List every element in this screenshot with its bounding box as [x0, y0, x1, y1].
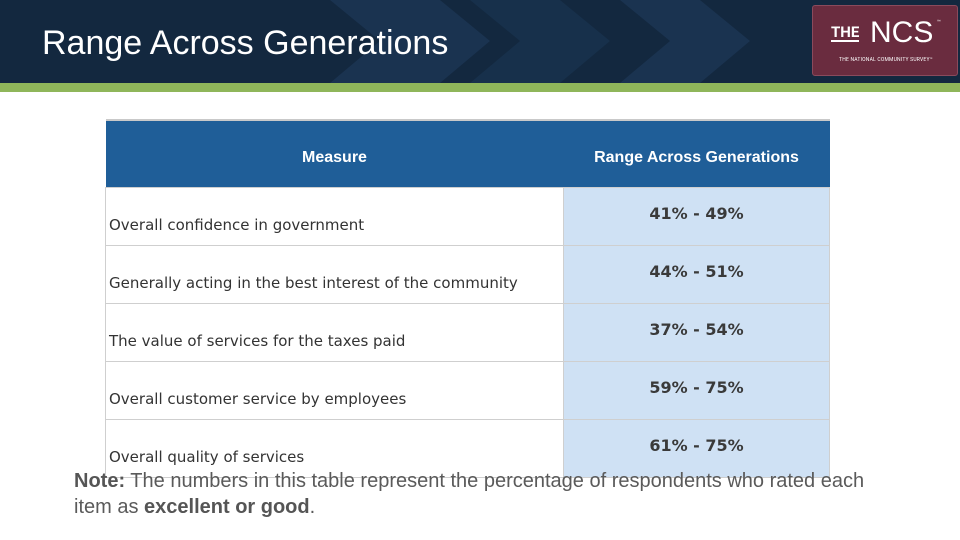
- measure-cell: The value of services for the taxes paid: [105, 303, 564, 362]
- table-row: The value of services for the taxes paid…: [105, 303, 830, 362]
- table-body: Overall confidence in government 41% - 49…: [105, 187, 830, 478]
- table-row: Overall confidence in government 41% - 49…: [105, 187, 830, 246]
- header-bar: Range Across Generations: [0, 0, 960, 83]
- measure-cell: Overall confidence in government: [105, 187, 564, 246]
- range-cell: 41% - 49%: [563, 187, 830, 246]
- note: Note: The numbers in this table represen…: [74, 468, 894, 520]
- note-label: Note:: [74, 470, 126, 492]
- accent-stripe: [0, 83, 960, 92]
- note-end: .: [309, 496, 316, 518]
- measure-cell: Generally acting in the best interest of…: [105, 245, 564, 304]
- chevron: [470, 0, 610, 83]
- range-cell: 59% - 75%: [563, 361, 830, 420]
- slide-title: Range Across Generations: [42, 24, 449, 62]
- column-header: Measure: [105, 119, 564, 188]
- measure-cell: Overall customer service by employees: [105, 361, 564, 420]
- note-text: The numbers in this table represent the …: [74, 470, 865, 518]
- chevron: [620, 0, 750, 83]
- data-table: Measure Range Across Generations Overall …: [105, 119, 830, 478]
- table-row: Generally acting in the best interest of…: [105, 245, 830, 304]
- logo: THE NCS ™ THE NATIONAL COMMUNITY SURVEY™: [812, 5, 958, 76]
- column-header: Range Across Generations: [563, 119, 830, 188]
- chevron: [330, 0, 490, 83]
- range-cell: 44% - 51%: [563, 245, 830, 304]
- range-cell: 61% - 75%: [563, 419, 830, 478]
- logo-tagline: THE NATIONAL COMMUNITY SURVEY™: [839, 57, 933, 63]
- logo-mark-large: NCS: [870, 16, 934, 49]
- header-decoration: [330, 0, 750, 83]
- logo-mark-small: THE: [831, 23, 860, 42]
- range-cell: 37% - 54%: [563, 303, 830, 362]
- measure-cell: Overall quality of services: [105, 419, 564, 478]
- table-row: Overall quality of services 61% - 75%: [105, 419, 830, 478]
- logo-trademark: ™: [937, 19, 941, 26]
- header-row: Measure Range Across Generations: [105, 119, 830, 188]
- table-row: Overall customer service by employees 59%…: [105, 361, 830, 420]
- note-emphasis: excellent or good: [144, 496, 310, 518]
